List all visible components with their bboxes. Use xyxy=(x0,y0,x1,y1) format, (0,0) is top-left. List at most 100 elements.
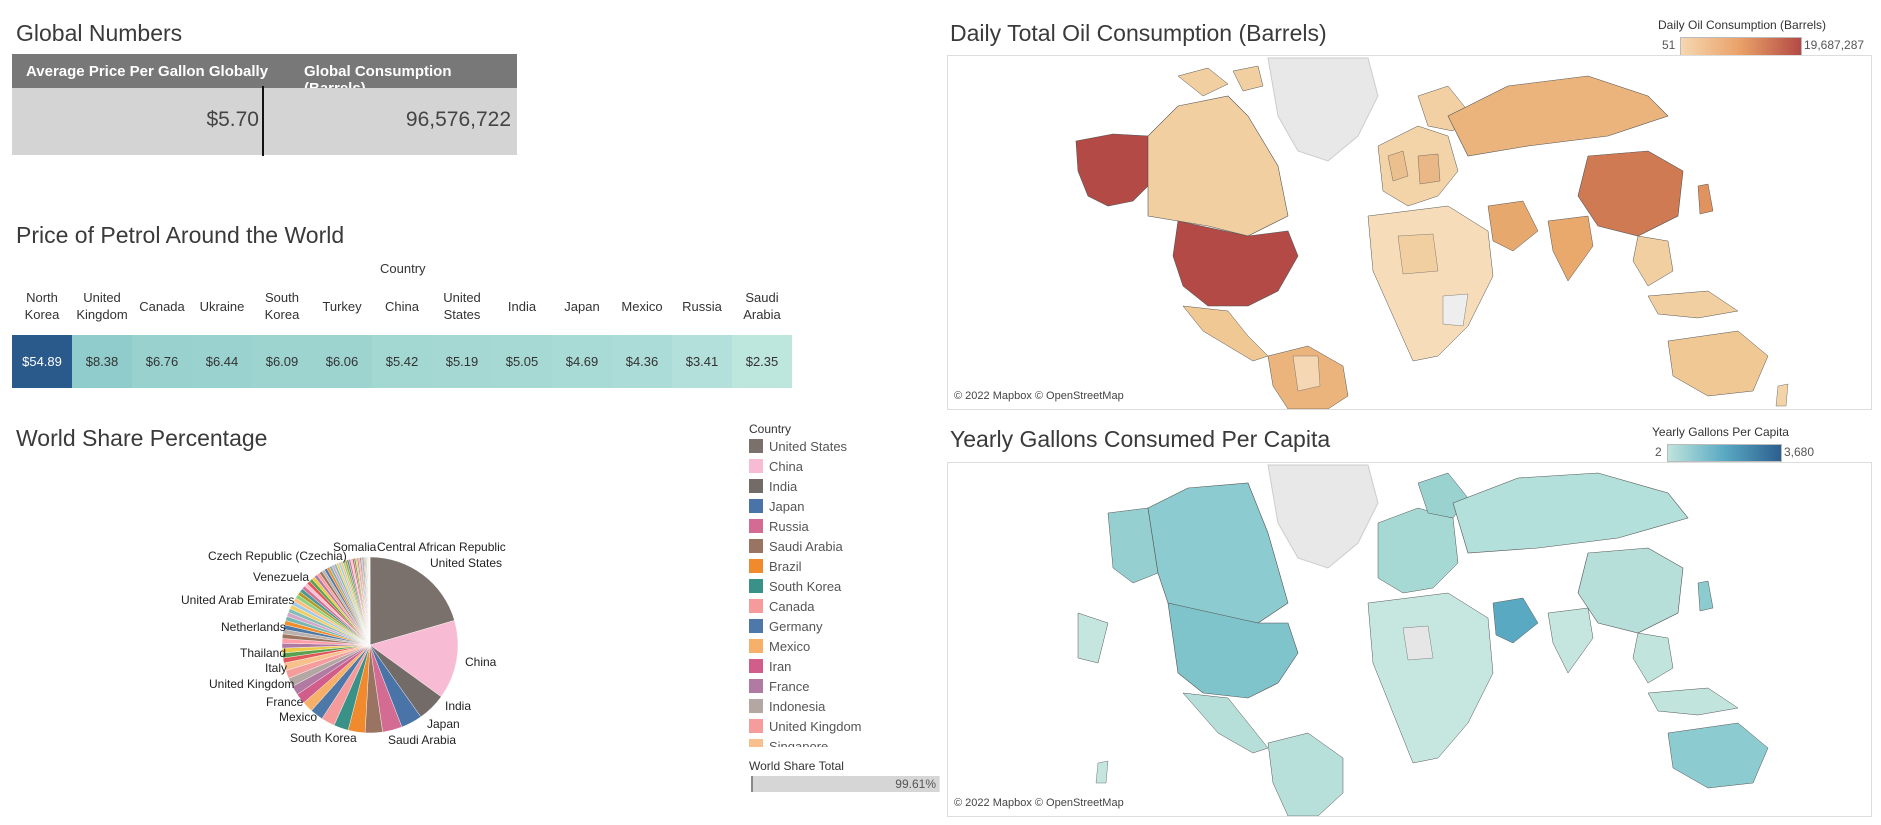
legend-item[interactable]: China xyxy=(749,459,803,477)
legend-item[interactable]: Indonesia xyxy=(749,699,825,717)
legend-label: Saudi Arabia xyxy=(769,539,843,554)
legend-label: Russia xyxy=(769,519,809,534)
oil-consumption-map[interactable]: © 2022 Mapbox © OpenStreetMap xyxy=(947,55,1872,410)
capita-legend-gradient xyxy=(1667,444,1782,462)
pie-slice[interactable] xyxy=(369,556,455,646)
legend-swatch xyxy=(749,739,763,747)
legend-label: Canada xyxy=(769,599,815,614)
legend-item[interactable]: Germany xyxy=(749,619,822,637)
petrol-price-cell[interactable]: $6.06 xyxy=(312,335,372,388)
petrol-price-cell[interactable]: $4.36 xyxy=(612,335,672,388)
capita-map-svg xyxy=(1077,464,1769,816)
pie-label: Czech Republic (Czechia) xyxy=(208,549,347,563)
capita-map-title: Yearly Gallons Consumed Per Capita xyxy=(950,426,1331,452)
legend-label: Singapore xyxy=(769,739,829,747)
petrol-price-cell[interactable]: $6.09 xyxy=(252,335,312,388)
pie-label: France xyxy=(266,695,304,709)
legend-swatch xyxy=(749,459,763,473)
legend-item[interactable]: Iran xyxy=(749,659,791,677)
legend-swatch xyxy=(749,519,763,533)
legend-item[interactable]: France xyxy=(749,679,809,697)
legend-item[interactable]: Brazil xyxy=(749,559,802,577)
legend-swatch xyxy=(749,719,763,733)
avg-price-value: $5.70 xyxy=(206,108,259,131)
petrol-country-header: Turkey xyxy=(322,299,362,314)
petrol-price-cell[interactable]: $3.41 xyxy=(672,335,732,388)
petrol-price-cell[interactable]: $6.44 xyxy=(192,335,252,388)
avg-price-header: Average Price Per Gallon Globally xyxy=(26,63,269,80)
pie-label: United Kingdom xyxy=(209,677,295,691)
per-capita-map[interactable]: © 2022 Mapbox © OpenStreetMap xyxy=(947,462,1872,817)
petrol-country-header: India xyxy=(507,299,537,314)
oil-map-credit: © 2022 Mapbox © OpenStreetMap xyxy=(954,390,1124,402)
pie-label: United Arab Emirates xyxy=(181,593,295,607)
oil-map-title: Daily Total Oil Consumption (Barrels) xyxy=(950,20,1327,46)
russia-shape xyxy=(1447,75,1669,157)
alaska-shape xyxy=(1075,133,1149,207)
capita-map-credit: © 2022 Mapbox © OpenStreetMap xyxy=(954,797,1124,809)
legend-item[interactable]: India xyxy=(749,479,797,497)
legend-swatch xyxy=(749,679,763,693)
india-shape xyxy=(1547,215,1594,282)
legend-swatch xyxy=(749,479,763,493)
legend-label: China xyxy=(769,459,803,474)
legend-swatch xyxy=(749,499,763,513)
petrol-country-header: Mexico xyxy=(621,299,663,314)
pie-label: Netherlands xyxy=(221,620,286,634)
legend-item[interactable]: Russia xyxy=(749,519,809,537)
legend-label: United Kingdom xyxy=(769,719,862,734)
legend-label: Iran xyxy=(769,659,792,674)
petrol-price-cell[interactable]: $4.69 xyxy=(552,335,612,388)
legend-item[interactable]: South Korea xyxy=(749,579,841,597)
legend-label: France xyxy=(769,679,810,694)
petrol-country-header: China xyxy=(385,299,419,314)
petrol-country-header: Russia xyxy=(682,299,722,314)
oil-legend-title: Daily Oil Consumption (Barrels) xyxy=(1658,18,1827,32)
legend-item[interactable]: Saudi Arabia xyxy=(749,539,843,557)
usa-shape xyxy=(1172,220,1299,307)
petrol-price-cell[interactable]: $5.05 xyxy=(492,335,552,388)
pie-slice[interactable] xyxy=(369,620,459,698)
legend-fade xyxy=(749,747,759,751)
pie-label: India xyxy=(445,699,472,713)
greenland-shape xyxy=(1267,57,1379,162)
petrol-price-cell[interactable]: $6.76 xyxy=(132,335,192,388)
petrol-price-cell[interactable]: $5.19 xyxy=(432,335,492,388)
pie-label: South Korea xyxy=(290,731,357,745)
global-consumption-value: 96,576,722 xyxy=(405,108,511,131)
legend-item[interactable]: Japan xyxy=(749,499,804,517)
legend-label: Brazil xyxy=(769,559,802,574)
legend-item[interactable]: Mexico xyxy=(749,639,810,657)
legend-label: India xyxy=(769,479,798,494)
petrol-country-header: Saudi Arabia xyxy=(743,290,781,322)
capita-legend-title: Yearly Gallons Per Capita xyxy=(1652,425,1789,439)
legend-item[interactable]: Canada xyxy=(749,599,815,617)
global-numbers-title: Global Numbers xyxy=(16,20,183,46)
petrol-country-header: Japan xyxy=(564,299,600,314)
petrol-price-cell[interactable]: $54.89 xyxy=(12,335,72,388)
legend-swatch xyxy=(749,579,763,593)
legend-item[interactable]: United Kingdom xyxy=(749,719,862,737)
petrol-price-cell[interactable]: $2.35 xyxy=(732,335,792,388)
capita-legend-max: 3,680 xyxy=(1784,445,1815,459)
petrol-price-cell[interactable]: $5.42 xyxy=(372,335,432,388)
middle-east-shape xyxy=(1487,200,1539,252)
legend-item[interactable]: United States xyxy=(749,439,847,457)
legend-swatch xyxy=(749,539,763,553)
pie-label: Saudi Arabia xyxy=(388,733,457,747)
petrol-country-header: United Kingdom xyxy=(76,290,128,322)
petrol-title: Price of Petrol Around the World xyxy=(16,222,345,248)
petrol-price-cell[interactable]: $8.38 xyxy=(72,335,132,388)
legend-label: South Korea xyxy=(769,579,842,594)
pie-label: Italy xyxy=(265,661,288,675)
legend-item[interactable]: Singapore xyxy=(749,739,828,747)
oil-legend-gradient xyxy=(1680,37,1802,56)
pie-label: China xyxy=(465,655,497,669)
world-share-title: World Share Percentage xyxy=(16,425,268,451)
global-numbers-header: Average Price Per Gallon Globally Global… xyxy=(12,54,517,97)
legend-label: Germany xyxy=(769,619,823,634)
pie-label: Mexico xyxy=(279,710,318,724)
legend-label: United States xyxy=(769,439,848,454)
table-divider xyxy=(262,86,264,156)
legend-swatch xyxy=(749,619,763,633)
